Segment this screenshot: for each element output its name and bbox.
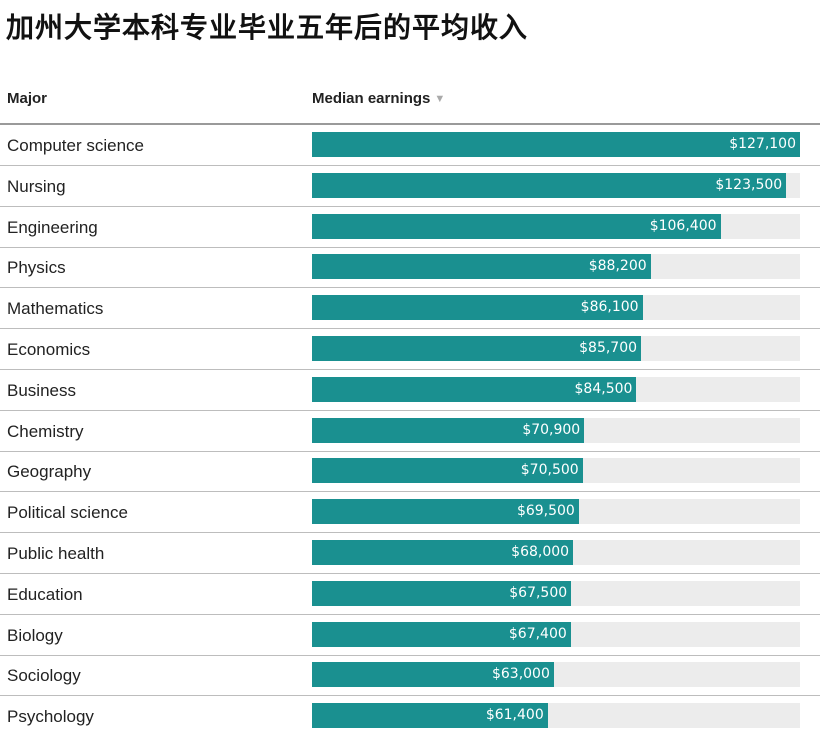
bar-value-label: $85,700	[579, 340, 638, 356]
bar-track: $127,100	[312, 132, 800, 157]
category-label: Psychology	[7, 707, 94, 727]
bar-track: $88,200	[312, 254, 800, 280]
bar: $85,700	[312, 336, 642, 361]
row-divider	[0, 654, 820, 656]
bar-value-label: $67,500	[509, 584, 568, 601]
row-divider	[0, 491, 820, 493]
table-row: Mathematics $86,100	[0, 288, 820, 330]
bar-value-label: $88,200	[588, 258, 647, 275]
row-divider	[0, 246, 820, 248]
category-label: Geography	[7, 462, 92, 482]
column-header-median-earnings[interactable]: Median earnings ▼	[312, 90, 445, 107]
bar-track: $61,400	[312, 703, 800, 729]
bar-track: $70,500	[312, 458, 800, 484]
bar: $70,500	[312, 458, 583, 484]
category-label: Mathematics	[7, 299, 104, 319]
bar: $61,400	[312, 703, 548, 729]
category-label: Economics	[7, 340, 91, 359]
bar: $67,400	[312, 621, 571, 647]
table-row: Psychology $61,400	[0, 696, 820, 737]
bar: $70,900	[312, 417, 585, 443]
row-divider	[0, 695, 820, 697]
bar: $67,500	[312, 580, 572, 606]
table-row: Nursing $123,500	[0, 166, 820, 207]
bar-track: $69,500	[312, 499, 800, 525]
table-row: Chemistry $70,900	[0, 411, 820, 452]
bar-track: $67,500	[312, 580, 800, 606]
table-row: Computer science $127,100	[0, 125, 820, 166]
bar-track: $84,500	[312, 376, 800, 402]
bar-value-label: $84,500	[574, 380, 633, 397]
column-header-median-earnings-label: Median earnings	[312, 90, 431, 107]
bar: $88,200	[312, 254, 651, 280]
bar: $84,500	[312, 376, 637, 402]
bar-value-label: $63,000	[491, 666, 550, 683]
table-row: Biology $67,400	[0, 615, 820, 656]
bar-value-label: $67,400	[508, 625, 567, 642]
category-label: Political science	[7, 503, 128, 523]
bar: $123,500	[312, 172, 787, 198]
bar-value-label: $61,400	[485, 707, 544, 724]
bar: $86,100	[312, 295, 643, 321]
row-divider	[0, 205, 820, 207]
category-label: Nursing	[7, 176, 66, 196]
category-label: Engineering	[7, 217, 98, 237]
bar-track: $70,900	[312, 417, 800, 443]
category-label: Public health	[7, 544, 105, 563]
bar-value-label: $69,500	[516, 503, 575, 520]
table-row: Public health $68,000	[0, 533, 820, 574]
row-divider	[0, 328, 820, 330]
bar-track: $85,700	[312, 336, 800, 361]
row-divider	[0, 409, 820, 411]
header-divider	[0, 123, 820, 125]
row-divider	[0, 450, 820, 452]
category-label: Education	[7, 584, 83, 604]
bar-value-label: $70,900	[522, 421, 581, 438]
table-row: Education $67,500	[0, 574, 820, 615]
category-label: Sociology	[7, 666, 81, 686]
row-divider	[0, 532, 820, 534]
bar: $68,000	[312, 540, 574, 565]
bar-value-label: $106,400	[649, 217, 717, 234]
row-divider	[0, 165, 820, 166]
row-divider	[0, 369, 820, 370]
table-row: Sociology $63,000	[0, 655, 820, 697]
bar-track: $67,400	[312, 621, 800, 647]
row-divider	[0, 613, 820, 615]
bar-track: $63,000	[312, 662, 800, 688]
bar-track: $68,000	[312, 540, 800, 565]
bar-value-label: $127,100	[729, 136, 796, 152]
category-label: Business	[7, 380, 76, 400]
bar-track: $106,400	[312, 213, 800, 239]
category-label: Computer science	[7, 136, 145, 155]
column-header-major[interactable]: Major	[7, 90, 48, 107]
bar: $127,100	[312, 132, 800, 157]
bar: $69,500	[312, 499, 579, 525]
table-row: Economics $85,700	[0, 329, 820, 370]
table-row: Engineering $106,400	[0, 207, 820, 248]
table-row: Geography $70,500	[0, 451, 820, 493]
bar-track: $123,500	[312, 172, 800, 198]
table-row: Political science $69,500	[0, 492, 820, 534]
category-label: Physics	[7, 258, 66, 278]
category-label: Chemistry	[7, 421, 84, 441]
chart-title: 加州大学本科专业毕业五年后的平均收入	[6, 11, 529, 44]
bar: $63,000	[312, 662, 554, 688]
table-row: Physics $88,200	[0, 247, 820, 289]
bar-value-label: $70,500	[520, 462, 579, 479]
row-divider	[0, 287, 820, 289]
row-divider	[0, 573, 820, 574]
bar-value-label: $86,100	[580, 299, 639, 316]
category-label: Biology	[7, 625, 63, 645]
bar-value-label: $68,000	[511, 544, 570, 560]
bar-track: $86,100	[312, 295, 800, 321]
bar: $106,400	[312, 213, 721, 239]
table-row: Business $84,500	[0, 370, 820, 411]
sort-down-icon[interactable]: ▼	[434, 93, 446, 105]
bar-value-label: $123,500	[715, 176, 783, 193]
